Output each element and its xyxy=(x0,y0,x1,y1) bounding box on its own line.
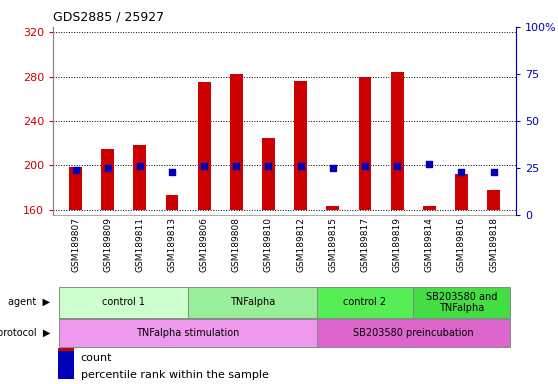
Text: protocol  ▶: protocol ▶ xyxy=(0,328,50,338)
Bar xyxy=(60,319,317,347)
Point xyxy=(393,163,402,169)
Bar xyxy=(198,82,210,210)
Point xyxy=(136,163,145,169)
Point xyxy=(425,161,434,167)
Text: GDS2885 / 25927: GDS2885 / 25927 xyxy=(53,10,164,23)
Bar xyxy=(69,167,82,210)
Bar xyxy=(326,206,339,210)
Point xyxy=(232,163,241,169)
Text: GSM189813: GSM189813 xyxy=(167,217,176,272)
Point xyxy=(167,169,176,175)
Text: GSM189818: GSM189818 xyxy=(489,217,498,272)
Text: GSM189815: GSM189815 xyxy=(328,217,338,272)
Text: GSM189814: GSM189814 xyxy=(425,217,434,272)
Point xyxy=(200,163,209,169)
Point xyxy=(360,163,369,169)
Bar xyxy=(262,137,275,210)
Text: GSM189808: GSM189808 xyxy=(232,217,241,272)
Point xyxy=(264,163,273,169)
Bar xyxy=(391,72,403,210)
Point xyxy=(328,165,337,171)
Text: count: count xyxy=(81,353,112,363)
Bar xyxy=(413,287,509,318)
Bar xyxy=(423,206,436,210)
Point xyxy=(457,169,466,175)
Bar xyxy=(455,174,468,210)
Text: TNFalpha stimulation: TNFalpha stimulation xyxy=(136,328,240,338)
Bar xyxy=(487,190,500,210)
Bar xyxy=(230,74,243,210)
Bar xyxy=(166,195,179,210)
Text: GSM189807: GSM189807 xyxy=(71,217,80,272)
Bar xyxy=(101,149,114,210)
Text: GSM189812: GSM189812 xyxy=(296,217,305,272)
Text: GSM189816: GSM189816 xyxy=(457,217,466,272)
Text: percentile rank within the sample: percentile rank within the sample xyxy=(81,370,268,380)
Bar xyxy=(60,287,188,318)
Bar xyxy=(294,81,307,210)
Text: TNFalpha: TNFalpha xyxy=(230,297,275,308)
Text: GSM189810: GSM189810 xyxy=(264,217,273,272)
Bar xyxy=(57,334,74,361)
Text: control 1: control 1 xyxy=(102,297,145,308)
Text: SB203580 preincubation: SB203580 preincubation xyxy=(353,328,474,338)
Point xyxy=(489,169,498,175)
Bar xyxy=(57,351,74,379)
Text: GSM189819: GSM189819 xyxy=(393,217,402,272)
Text: GSM189811: GSM189811 xyxy=(136,217,145,272)
Point xyxy=(103,165,112,171)
Text: SB203580 and
TNFalpha: SB203580 and TNFalpha xyxy=(426,291,497,313)
Point xyxy=(296,163,305,169)
Text: GSM189817: GSM189817 xyxy=(360,217,369,272)
Text: control 2: control 2 xyxy=(343,297,387,308)
Text: GSM189806: GSM189806 xyxy=(200,217,209,272)
Bar xyxy=(317,319,509,347)
Text: agent  ▶: agent ▶ xyxy=(8,297,50,308)
Bar xyxy=(359,77,372,210)
Bar xyxy=(317,287,413,318)
Point xyxy=(71,167,80,173)
Bar xyxy=(133,145,146,210)
Bar xyxy=(188,287,317,318)
Text: GSM189809: GSM189809 xyxy=(103,217,112,272)
